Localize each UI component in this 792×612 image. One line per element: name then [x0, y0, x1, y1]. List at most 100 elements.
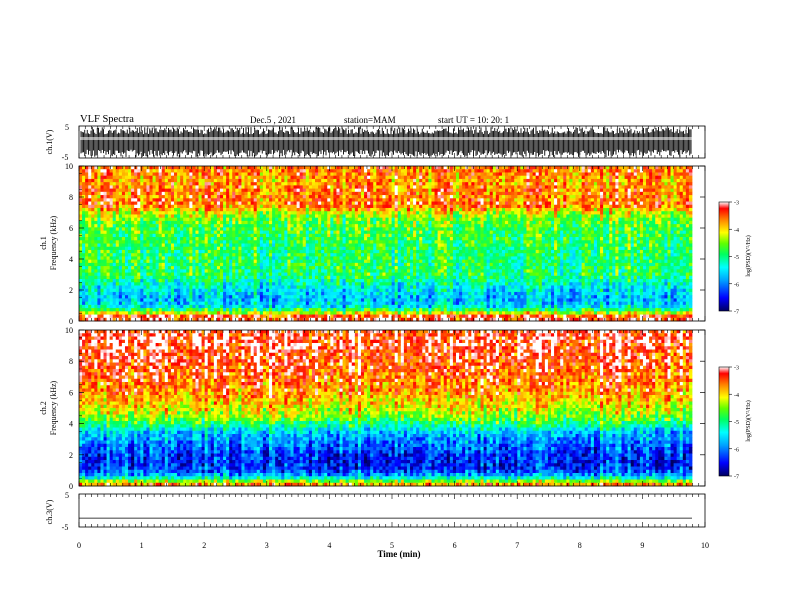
spectrogram-cell	[79, 288, 83, 293]
spectrogram-cell	[357, 246, 362, 251]
spectrogram-cell	[360, 240, 365, 244]
spectrogram-cell	[131, 178, 135, 183]
spectrogram-cell	[155, 282, 160, 286]
spectrogram-cell	[333, 295, 337, 299]
spectrogram-cell	[112, 217, 117, 222]
spectrogram-cell	[232, 166, 236, 170]
spectrogram-cell	[238, 237, 242, 241]
spectrogram-cell	[79, 259, 83, 264]
spectrogram-cell	[275, 266, 279, 270]
spectrogram-cell	[158, 311, 163, 315]
spectrogram-cell	[158, 233, 163, 238]
spectrogram-cell	[238, 211, 242, 215]
spectrogram-cell	[342, 246, 347, 251]
spectrogram-cell	[256, 304, 261, 309]
spectrogram-cell	[88, 301, 92, 306]
spectrogram-cell	[167, 304, 172, 309]
spectrogram-cell	[118, 204, 123, 209]
spectrogram-cell	[174, 233, 178, 238]
spectrogram-cell	[97, 178, 101, 183]
spectrogram-cell	[262, 246, 267, 251]
spectrogram-cell	[124, 227, 129, 231]
spectrogram-cell	[287, 246, 291, 251]
spectrogram-cell	[131, 169, 135, 173]
spectrogram-cell	[296, 259, 301, 264]
spectrogram-cell	[278, 191, 282, 196]
spectrogram-cell	[170, 224, 175, 228]
spectrogram-cell	[109, 282, 114, 286]
spectrogram-cell	[213, 314, 218, 319]
spectrogram-cell	[124, 191, 129, 196]
spectrogram-cell	[91, 220, 95, 225]
spectrogram-cell	[284, 207, 288, 212]
spectrogram-cell	[207, 253, 212, 257]
spectrogram-cell	[158, 304, 163, 309]
spectrogram-cell	[180, 291, 184, 296]
spectrogram-cell	[143, 275, 147, 280]
spectrogram-cell	[345, 308, 350, 312]
spectrogram-cell	[357, 233, 362, 238]
spectrogram-cell	[210, 240, 215, 244]
spectrogram-cell	[259, 279, 264, 283]
spectrogram-cell	[82, 214, 86, 219]
spectrogram-cell	[308, 240, 313, 244]
spectrogram-cell	[235, 288, 239, 293]
spectrogram-cell	[275, 227, 279, 231]
spectrogram-cell	[143, 211, 147, 215]
spectrogram-cell	[308, 201, 313, 206]
spectrogram-cell	[293, 220, 298, 225]
ch1-ytick-bottom: -5	[62, 153, 69, 162]
spectrogram-cell	[327, 259, 331, 264]
spectrogram-cell	[118, 246, 123, 251]
spectrogram-cell	[296, 195, 301, 199]
spectrogram-cell	[207, 204, 212, 209]
spectrogram-cell	[333, 304, 337, 309]
spectrogram-cell	[192, 291, 196, 296]
spectrogram-cell	[164, 169, 169, 173]
spectrogram-cell	[128, 227, 132, 231]
spectrogram-cell	[348, 308, 353, 312]
spectrogram-cell	[296, 201, 301, 206]
spectrogram-cell	[232, 178, 236, 183]
spectrogram-cell	[115, 166, 120, 170]
spectrogram-cell	[118, 253, 123, 257]
spectrogram-cell	[152, 188, 157, 193]
spectrogram-cell	[244, 282, 248, 286]
spectrogram-cell	[336, 308, 340, 312]
spectrogram-cell	[115, 182, 120, 186]
spectrogram-cell	[315, 233, 319, 238]
spectrogram-cell	[140, 227, 144, 231]
spectrogram-cell	[253, 237, 258, 241]
spectrogram-cell	[164, 217, 169, 222]
spectrogram-cell	[79, 279, 83, 283]
spectrogram-cell	[97, 204, 101, 209]
spectrogram-cell	[324, 185, 328, 190]
spectrogram-cell	[79, 207, 83, 212]
spectrogram-cell	[262, 240, 267, 244]
spectrogram-cell	[351, 288, 356, 293]
spectrogram-cell	[88, 269, 92, 273]
spectrogram-cell	[345, 201, 350, 206]
spectrogram-cell	[91, 211, 95, 215]
spectrogram-cell	[284, 311, 288, 315]
spectrogram-cell	[115, 288, 120, 293]
spectrogram-cell	[253, 220, 258, 225]
spectrogram-cell	[305, 256, 310, 261]
spectrogram-cell	[336, 317, 340, 322]
spectrogram-cell	[137, 220, 141, 225]
spectrogram-cell	[324, 253, 328, 257]
spectrogram-cell	[278, 188, 282, 193]
spectrogram-cell	[210, 314, 215, 319]
spectrogram-cell	[97, 169, 101, 173]
spectrogram-cell	[324, 182, 328, 186]
spectrogram-cell	[272, 285, 276, 290]
spectrogram-cell	[79, 191, 83, 196]
spectrogram-cell	[121, 266, 126, 270]
spectrogram-cell	[330, 301, 334, 306]
spectrogram-cell	[91, 272, 95, 277]
spectrogram-cell	[287, 249, 291, 254]
spectrogram-cell	[170, 288, 175, 293]
spectrogram-cell	[229, 227, 233, 231]
spectrogram-cell	[131, 240, 135, 244]
spectrogram-cell	[124, 198, 129, 202]
